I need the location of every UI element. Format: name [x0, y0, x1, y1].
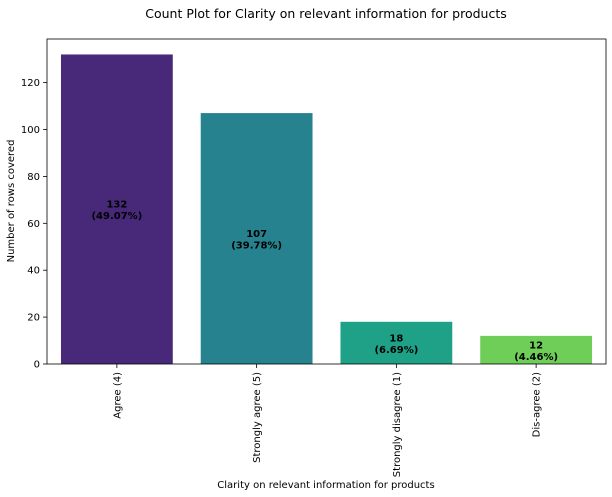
bar	[200, 113, 313, 365]
x-tick-label: Agree (4)	[112, 372, 123, 419]
bar-value-label: 18	[389, 333, 403, 344]
plot-frame	[46, 38, 607, 365]
y-tick-label: 100	[21, 125, 40, 136]
bar	[60, 54, 173, 364]
bar-percent-label: (49.07%)	[91, 211, 142, 222]
x-tick-label: Dis-agree (2)	[532, 372, 543, 437]
x-tick-label: Strongly disagree (1)	[392, 372, 403, 477]
x-axis-label: Clarity on relevant information for prod…	[217, 480, 434, 491]
bar-value-label: 12	[529, 340, 543, 351]
y-tick-label: 80	[27, 172, 40, 183]
y-tick-label: 60	[27, 219, 40, 230]
bar	[340, 321, 453, 364]
y-tick-label: 40	[27, 266, 40, 277]
bar	[480, 335, 593, 364]
chart-title: Count Plot for Clarity on relevant infor…	[145, 6, 507, 21]
bar-value-label: 132	[106, 200, 127, 211]
bar-value-label: 107	[246, 229, 267, 240]
bar-percent-label: (4.46%)	[514, 352, 558, 363]
plot-area: 0 20 40 60 80 100 120 132(49.07%) Agree (4) 107(3…	[21, 38, 607, 477]
y-axis-label: Number of rows covered	[6, 140, 17, 263]
y-tick-label: 0	[34, 360, 40, 371]
bar-percent-label: (6.69%)	[374, 345, 418, 356]
y-tick-label: 120	[21, 78, 40, 89]
y-tick-label: 20	[27, 313, 40, 324]
x-tick-label: Strongly agree (5)	[252, 372, 263, 463]
bar-percent-label: (39.78%)	[231, 241, 282, 252]
